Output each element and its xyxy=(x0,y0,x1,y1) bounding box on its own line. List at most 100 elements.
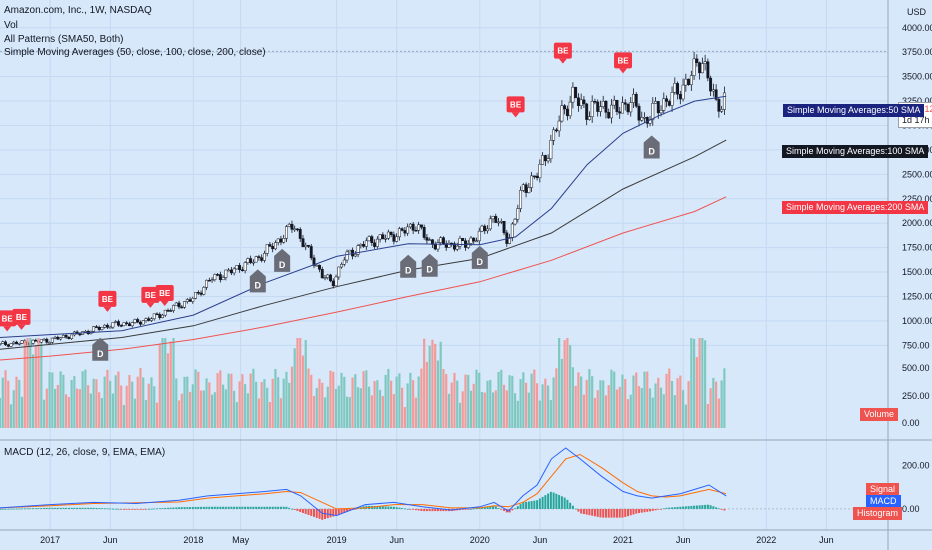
volume-bar xyxy=(166,353,170,428)
volume-bar xyxy=(582,394,586,428)
candle-body xyxy=(240,269,244,271)
candle-body xyxy=(296,228,299,231)
candle-body xyxy=(579,99,583,106)
histogram-bar xyxy=(70,507,73,509)
histogram-bar xyxy=(144,508,147,510)
histogram-bar xyxy=(469,508,472,510)
volume-bar xyxy=(577,372,580,428)
histogram-bar xyxy=(417,508,420,511)
candle-body xyxy=(565,108,569,117)
candle-body xyxy=(345,251,349,261)
volume-bar xyxy=(26,338,29,428)
doji-marker-label: D xyxy=(97,349,104,359)
volume-bar xyxy=(593,397,597,428)
histogram-bar xyxy=(635,508,638,514)
volume-bar xyxy=(208,382,211,428)
candle-body xyxy=(722,92,726,110)
candle-body xyxy=(227,269,231,272)
histogram-bar xyxy=(354,508,357,510)
candle-body xyxy=(100,327,104,330)
candle-body xyxy=(667,101,671,106)
histogram-bar xyxy=(582,508,585,515)
doji-marker-label: D xyxy=(255,280,262,290)
volume-bar xyxy=(654,383,657,428)
candle-body xyxy=(97,326,101,330)
histogram-bar xyxy=(626,508,629,517)
volume-bar xyxy=(618,386,621,428)
histogram-bar xyxy=(442,508,445,512)
histogram-bar xyxy=(717,508,720,510)
histogram-bar xyxy=(643,508,646,513)
candle-body xyxy=(596,101,600,112)
histogram-bar xyxy=(268,506,271,509)
candle-body xyxy=(364,240,368,247)
histogram-bar xyxy=(65,507,68,509)
candle-body xyxy=(689,75,693,85)
volume-bar xyxy=(210,394,214,428)
candle-body xyxy=(180,306,184,309)
sma100-line xyxy=(0,139,727,350)
time-tick-label: Jun xyxy=(533,535,548,545)
volume-bar xyxy=(516,400,519,428)
candle-body xyxy=(17,343,21,345)
volume-bar xyxy=(511,375,514,428)
histogram-bar xyxy=(208,506,211,509)
candle-body xyxy=(70,334,74,339)
volume-bar xyxy=(651,397,654,428)
candle-body xyxy=(287,223,291,227)
bearish-pattern-marker xyxy=(12,308,31,325)
candle-body xyxy=(260,257,264,261)
time-tick-label: 2022 xyxy=(756,535,776,545)
histogram-bar xyxy=(654,508,657,511)
candle-body xyxy=(392,234,396,242)
candle-body xyxy=(238,265,242,270)
histogram-bar xyxy=(263,506,266,509)
volume-bar xyxy=(406,383,409,428)
candle-body xyxy=(50,337,54,343)
volume-bar xyxy=(109,380,112,428)
volume-bar xyxy=(321,382,324,428)
candle-body xyxy=(441,237,445,244)
volume-bar xyxy=(453,372,456,428)
histogram-bar xyxy=(698,505,701,509)
volume-bar xyxy=(45,388,48,428)
candle-body xyxy=(461,238,465,242)
candle-body xyxy=(119,325,123,327)
histogram-bar xyxy=(458,508,461,511)
histogram-bar xyxy=(290,508,293,510)
volume-bar xyxy=(624,379,627,428)
histogram-bar xyxy=(67,507,70,509)
histogram-bar xyxy=(596,508,599,517)
histogram-bar xyxy=(175,507,178,509)
histogram-bar xyxy=(136,508,139,510)
histogram-bar xyxy=(202,506,205,509)
histogram-tag: Histogram xyxy=(853,507,903,520)
volume-bar xyxy=(15,376,18,428)
histogram-bar xyxy=(577,508,580,512)
histogram-bar xyxy=(679,506,682,509)
volume-bar xyxy=(59,371,62,428)
histogram-bar xyxy=(0,508,1,510)
histogram-bar xyxy=(48,507,51,509)
volume-bar xyxy=(436,360,440,428)
bearish-pattern-marker xyxy=(506,96,525,113)
candle-body xyxy=(497,221,500,224)
volume-bar xyxy=(530,373,533,428)
candle-body xyxy=(20,340,24,344)
histogram-bar xyxy=(547,493,550,509)
bearish-marker-pointer xyxy=(3,326,12,332)
histogram-bar xyxy=(164,507,167,509)
volume-bar xyxy=(122,404,126,428)
candle-body xyxy=(150,318,153,321)
candle-body xyxy=(637,105,641,121)
volume-bar xyxy=(524,382,528,428)
histogram-bar xyxy=(723,508,726,511)
candle-body xyxy=(356,245,360,255)
histogram-bar xyxy=(516,506,519,509)
volume-bar xyxy=(376,380,379,428)
volume-bar xyxy=(345,396,349,428)
volume-bar xyxy=(458,402,462,428)
candle-body xyxy=(282,238,286,243)
